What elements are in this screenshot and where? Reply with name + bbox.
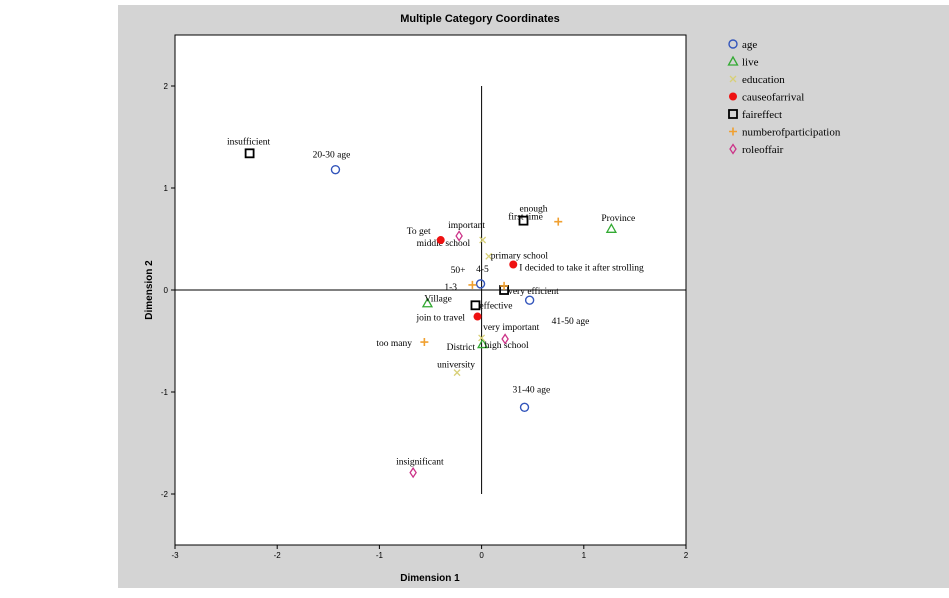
point-roleoffair <box>501 333 509 345</box>
point-label: join to travel <box>416 314 466 324</box>
point-age <box>475 279 486 289</box>
point-label: insufficient <box>227 136 270 147</box>
point-label: first time <box>508 212 543 223</box>
point-label: Village <box>424 294 451 304</box>
point-causeofarrival <box>509 260 518 269</box>
point-label: 20-30 age <box>313 151 351 161</box>
point-age <box>524 295 535 305</box>
x-tick-label: -1 <box>376 551 384 560</box>
point-faireffect <box>244 148 255 159</box>
point-education <box>478 334 486 342</box>
point-live <box>421 297 434 308</box>
point-causeofarrival <box>436 236 445 245</box>
point-live <box>605 222 618 233</box>
point-label: too many <box>376 339 412 349</box>
legend-label: education <box>742 74 785 86</box>
x-tick-label: -3 <box>171 551 179 560</box>
y-tick-label: 2 <box>164 82 169 91</box>
point-age <box>330 164 341 175</box>
legend: age live education causeofarrival faireffect… <box>727 39 841 156</box>
point-label: 4-5 <box>476 265 489 275</box>
legend-label: roleoffair <box>742 144 784 156</box>
legend-marker-education <box>729 75 737 83</box>
point-numberofparticipation <box>468 280 477 289</box>
point-label: 50+ <box>451 266 466 276</box>
point-label: 41-50 age <box>552 317 590 327</box>
point-numberofparticipation <box>554 217 563 226</box>
point-education <box>453 369 461 377</box>
data-points: 20-30 age 50+ 41-50 age 31-40 age Province Vi… <box>227 136 644 479</box>
point-label: middle school <box>417 239 471 249</box>
y-axis-title: Dimension 2 <box>144 260 155 320</box>
point-label: high school <box>485 341 529 351</box>
y-tick-label: -1 <box>161 388 169 397</box>
legend-marker-age <box>728 39 738 49</box>
point-education <box>485 252 493 260</box>
point-label: To get <box>407 227 431 237</box>
point-faireffect <box>518 215 529 226</box>
legend-label: causeofarrival <box>742 92 804 104</box>
reference-lines <box>175 86 686 494</box>
point-label: very important <box>483 323 540 333</box>
axis-ticks: -3 -2 -1 0 1 2 -2 -1 0 1 2 <box>161 82 689 560</box>
point-label: university <box>437 361 475 371</box>
legend-marker-numberofparticipation <box>729 127 737 136</box>
point-live <box>477 338 489 349</box>
point-causeofarrival <box>473 312 482 321</box>
legend-marker-faireffect <box>728 109 738 119</box>
point-numberofparticipation <box>420 338 429 347</box>
legend-marker-roleoffair <box>729 143 737 155</box>
legend-label: live <box>742 57 759 69</box>
point-age <box>519 402 530 412</box>
point-label: I decided to take it after strolling <box>519 263 644 274</box>
x-tick-label: 2 <box>684 551 689 560</box>
x-axis-title: Dimension 1 <box>400 573 460 584</box>
point-label: Province <box>601 214 635 224</box>
point-numberofparticipation <box>500 281 509 290</box>
legend-label: numberofparticipation <box>742 127 841 139</box>
point-label: 31-40 age <box>513 385 551 395</box>
point-label: District <box>447 343 476 353</box>
point-label: effective <box>479 300 512 311</box>
point-label: important <box>448 221 485 231</box>
point-label: very efficient <box>508 286 559 297</box>
y-tick-label: -2 <box>161 490 169 499</box>
point-label: primary school <box>491 251 549 261</box>
legend-label: age <box>742 39 757 51</box>
point-faireffect <box>470 300 481 311</box>
x-tick-label: 0 <box>479 551 484 560</box>
point-label: enough <box>520 205 548 215</box>
chart-title: Multiple Category Coordinates <box>400 13 560 25</box>
point-education <box>479 236 487 244</box>
point-label: 1-3 <box>444 283 457 293</box>
legend-marker-causeofarrival <box>729 92 737 101</box>
point-roleoffair <box>409 466 417 479</box>
legend-label: faireffect <box>742 109 782 121</box>
x-tick-label: 1 <box>582 551 587 560</box>
y-tick-label: 1 <box>164 184 169 193</box>
point-roleoffair <box>455 230 463 242</box>
point-label: insignificant <box>396 457 444 468</box>
legend-marker-live <box>727 55 739 66</box>
y-tick-label: 0 <box>164 286 169 295</box>
x-tick-label: -2 <box>274 551 282 560</box>
